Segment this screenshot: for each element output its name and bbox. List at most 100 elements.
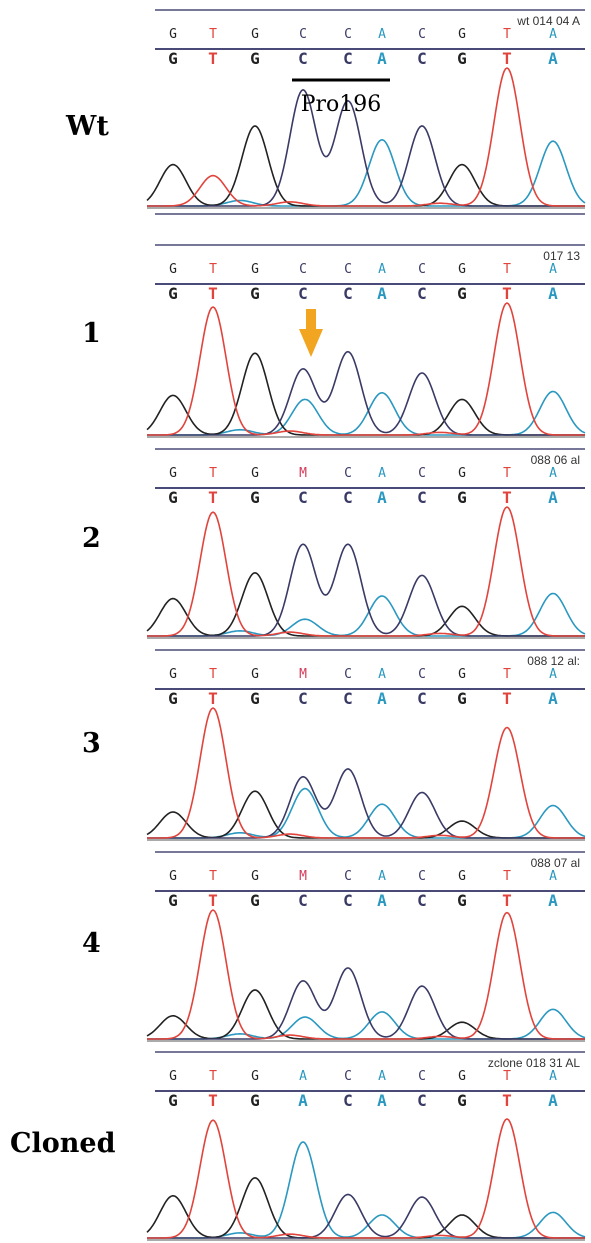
- panel-1-label: Wt: [66, 111, 109, 142]
- panel-2-called-base: C: [418, 262, 426, 277]
- panel-1-edited-base: G: [250, 49, 260, 68]
- panel-6-called-base: G: [458, 1069, 466, 1084]
- panel-4-called-base: A: [378, 667, 386, 682]
- panel-1-called-base: A: [378, 27, 386, 42]
- panel-2-trace-G: [146, 352, 585, 436]
- panel-1-edited-base: G: [457, 49, 467, 68]
- panel-6-sample-id: zclone 018 31 AL: [488, 1056, 580, 1070]
- panel-4-called-base: M: [299, 667, 307, 682]
- panel-6-called-base: G: [251, 1069, 259, 1084]
- panel-2-edited-base: T: [502, 284, 512, 303]
- panel-6-called-base: A: [378, 1069, 386, 1084]
- panel-2-edited-base: C: [298, 284, 308, 303]
- panel-6-edited-base: T: [208, 1091, 218, 1110]
- panel-2-edited-base: A: [377, 284, 387, 303]
- panel-3-called-base: G: [169, 466, 177, 481]
- panel-6-edited-base: G: [168, 1091, 178, 1110]
- panel-6-trace-G: [146, 1176, 585, 1239]
- panel-4-edited-base: G: [168, 689, 178, 708]
- panel-4-edited-base: T: [502, 689, 512, 708]
- panel-4-called-base: A: [549, 667, 557, 682]
- panel-1-called-base: T: [209, 27, 217, 42]
- panel-5-called-base: T: [209, 869, 217, 884]
- panel-5-trace-G: [146, 989, 585, 1040]
- panel-1-edited-base: C: [343, 49, 353, 68]
- panel-1-trace-C: [147, 88, 585, 207]
- panel-4-edited-base: C: [343, 689, 353, 708]
- panel-4-trace-T: [147, 707, 585, 839]
- panel-6-edited-base: T: [502, 1091, 512, 1110]
- panel-6-edited-base: A: [377, 1091, 387, 1110]
- panel-5-called-base: C: [344, 869, 352, 884]
- panel-1-called-base: G: [458, 27, 466, 42]
- panel-3-edited-base: C: [417, 488, 427, 507]
- panel-4-called-base: C: [418, 667, 426, 682]
- panel-4-edited-base: C: [298, 689, 308, 708]
- panel-6-called-base: T: [503, 1069, 511, 1084]
- panel-2-called-base: G: [169, 262, 177, 277]
- panel-1-edited-base: C: [417, 49, 427, 68]
- panel-2-label: 1: [82, 318, 101, 349]
- panel-1-edited-base: T: [502, 49, 512, 68]
- panel-6-trace-T: [147, 1118, 585, 1239]
- panel-1-called-base: C: [344, 27, 352, 42]
- panel-6-trace-A: [147, 1141, 586, 1239]
- panel-3-edited-base: C: [343, 488, 353, 507]
- panel-3-trace-C: [147, 543, 585, 637]
- panel-3-called-base: G: [458, 466, 466, 481]
- panel-3-called-base: C: [344, 466, 352, 481]
- panel-3-called-base: C: [418, 466, 426, 481]
- panel-6-edited-base: C: [417, 1091, 427, 1110]
- panel-1-called-base: G: [251, 27, 259, 42]
- panel-3-edited-base: G: [168, 488, 178, 507]
- panel-3-edited-base: G: [250, 488, 260, 507]
- panel-5-edited-base: T: [208, 891, 218, 910]
- panel-5-edited-base: A: [377, 891, 387, 910]
- panel-2-trace-A: [147, 390, 586, 436]
- panel-3-edited-base: C: [298, 488, 308, 507]
- panel-4-edited-base: T: [208, 689, 218, 708]
- panel-6-edited-base: C: [343, 1091, 353, 1110]
- panel-2-sample-id: 017 13: [543, 249, 580, 263]
- panel-1-edited-base: A: [377, 49, 387, 68]
- panel-4-called-base: G: [251, 667, 259, 682]
- panel-1-trace-T: [147, 67, 585, 207]
- panel-5-edited-base: G: [457, 891, 467, 910]
- panel-2-called-base: A: [378, 262, 386, 277]
- panel-5-called-base: G: [458, 869, 466, 884]
- panel-3-trace-T: [147, 506, 585, 637]
- panel-2-edited-base: G: [457, 284, 467, 303]
- panel-1-called-base: A: [549, 27, 557, 42]
- panel-6-edited-base: G: [457, 1091, 467, 1110]
- codon-label: Pro196: [301, 92, 382, 117]
- panel-3-edited-base: T: [502, 488, 512, 507]
- panel-1-edited-base: A: [548, 49, 558, 68]
- panel-3-edited-base: G: [457, 488, 467, 507]
- panel-3-called-base: T: [209, 466, 217, 481]
- panel-6-called-base: A: [549, 1069, 557, 1084]
- panel-5-edited-base: G: [250, 891, 260, 910]
- panel-5-edited-base: C: [343, 891, 353, 910]
- panel-4-called-base: T: [209, 667, 217, 682]
- panel-1-trace-A: [147, 138, 586, 207]
- mutation-arrow: [299, 309, 323, 357]
- panel-4-edited-base: A: [377, 689, 387, 708]
- panel-1-edited-base: T: [208, 49, 218, 68]
- panel-4-edited-base: G: [250, 689, 260, 708]
- panel-6-edited-base: A: [548, 1091, 558, 1110]
- panel-5-trace-C: [147, 967, 585, 1040]
- panel-6-called-base: G: [169, 1069, 177, 1084]
- panel-3-edited-base: A: [377, 488, 387, 507]
- panel-5-label: 4: [82, 928, 101, 959]
- panel-5-trace-T: [147, 909, 585, 1040]
- panel-5-edited-base: T: [502, 891, 512, 910]
- panel-2-edited-base: G: [168, 284, 178, 303]
- panel-4-edited-base: G: [457, 689, 467, 708]
- panel-5-called-base: C: [418, 869, 426, 884]
- panel-2-called-base: G: [458, 262, 466, 277]
- panel-2-called-base: A: [549, 262, 557, 277]
- panel-4-label: 3: [82, 728, 101, 759]
- panel-1-sample-id: wt 014 04 A: [516, 14, 580, 28]
- panel-1-called-base: T: [503, 27, 511, 42]
